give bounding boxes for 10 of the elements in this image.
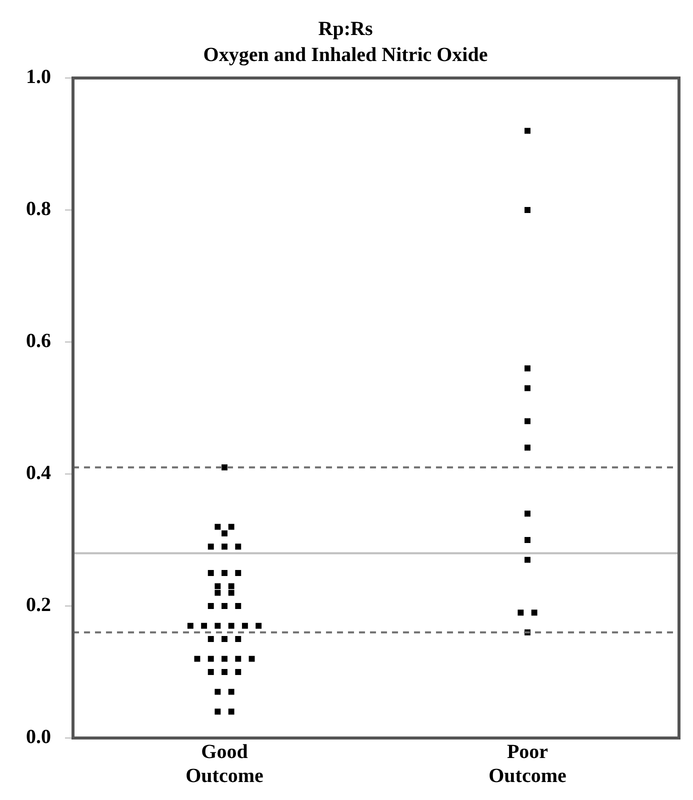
y-tick-label: 0.4 — [26, 462, 51, 484]
y-tick-label: 0.6 — [26, 330, 51, 352]
y-tick-label: 0.0 — [26, 726, 51, 748]
y-tick-label: 0.2 — [26, 594, 51, 616]
chart-title: Rp:Rs — [318, 18, 373, 40]
x-tick-label: Good Outcome — [186, 741, 264, 788]
chart-subtitle: Oxygen and Inhaled Nitric Oxide — [203, 44, 488, 66]
y-tick-label: 1.0 — [26, 66, 51, 88]
y-tick-label: 0.8 — [26, 198, 51, 220]
x-tick-label: Poor Outcome — [488, 741, 566, 788]
